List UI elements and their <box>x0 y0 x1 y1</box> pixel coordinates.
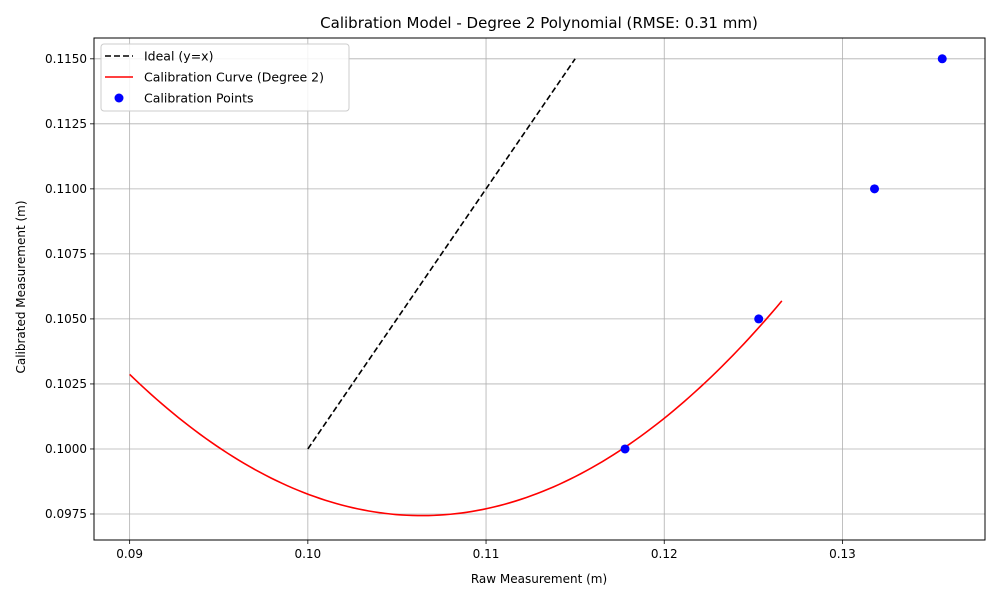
x-tick-label: 0.09 <box>116 547 143 561</box>
x-tick-label: 0.12 <box>651 547 678 561</box>
y-tick-label: 0.1125 <box>45 117 87 131</box>
legend: Ideal (y=x) Calibration Curve (Degree 2) C… <box>100 43 350 112</box>
y-tick-label: 0.1025 <box>45 377 87 391</box>
ideal-line <box>307 58 576 450</box>
x-axis-label: Raw Measurement (m) <box>471 572 607 586</box>
calibration-point <box>754 314 764 324</box>
y-tick-label: 0.0975 <box>45 507 87 521</box>
x-tick-label: 0.13 <box>829 547 856 561</box>
y-axis-label: Calibrated Measurement (m) <box>14 200 28 373</box>
legend-box <box>100 43 350 112</box>
y-tick-label: 0.1100 <box>45 182 87 196</box>
plot-frame <box>93 37 986 541</box>
calibration-curve <box>129 300 783 517</box>
y-tick-label: 0.1050 <box>45 312 87 326</box>
axes <box>93 37 986 541</box>
calibration-point <box>937 54 947 64</box>
calibration-point <box>870 184 880 194</box>
calibration-point <box>620 444 630 454</box>
y-tick-label: 0.1075 <box>45 247 87 261</box>
legend-label: Ideal (y=x) <box>144 49 213 64</box>
legend-swatch <box>114 93 124 103</box>
chart-title: Calibration Model - Degree 2 Polynomial … <box>320 14 758 32</box>
y-tick-label: 0.1000 <box>45 442 87 456</box>
y-tick-label: 0.1150 <box>45 52 87 66</box>
legend-label: Calibration Curve (Degree 2) <box>144 70 324 85</box>
legend-label: Calibration Points <box>144 91 254 106</box>
grid <box>94 38 985 540</box>
ticks: 0.09 0.10 0.11 0.12 0.13 0.0975 0.1000 0.1025 0.… <box>45 52 856 561</box>
x-tick-label: 0.11 <box>473 547 500 561</box>
plot-series <box>129 54 947 517</box>
x-tick-label: 0.10 <box>294 547 321 561</box>
